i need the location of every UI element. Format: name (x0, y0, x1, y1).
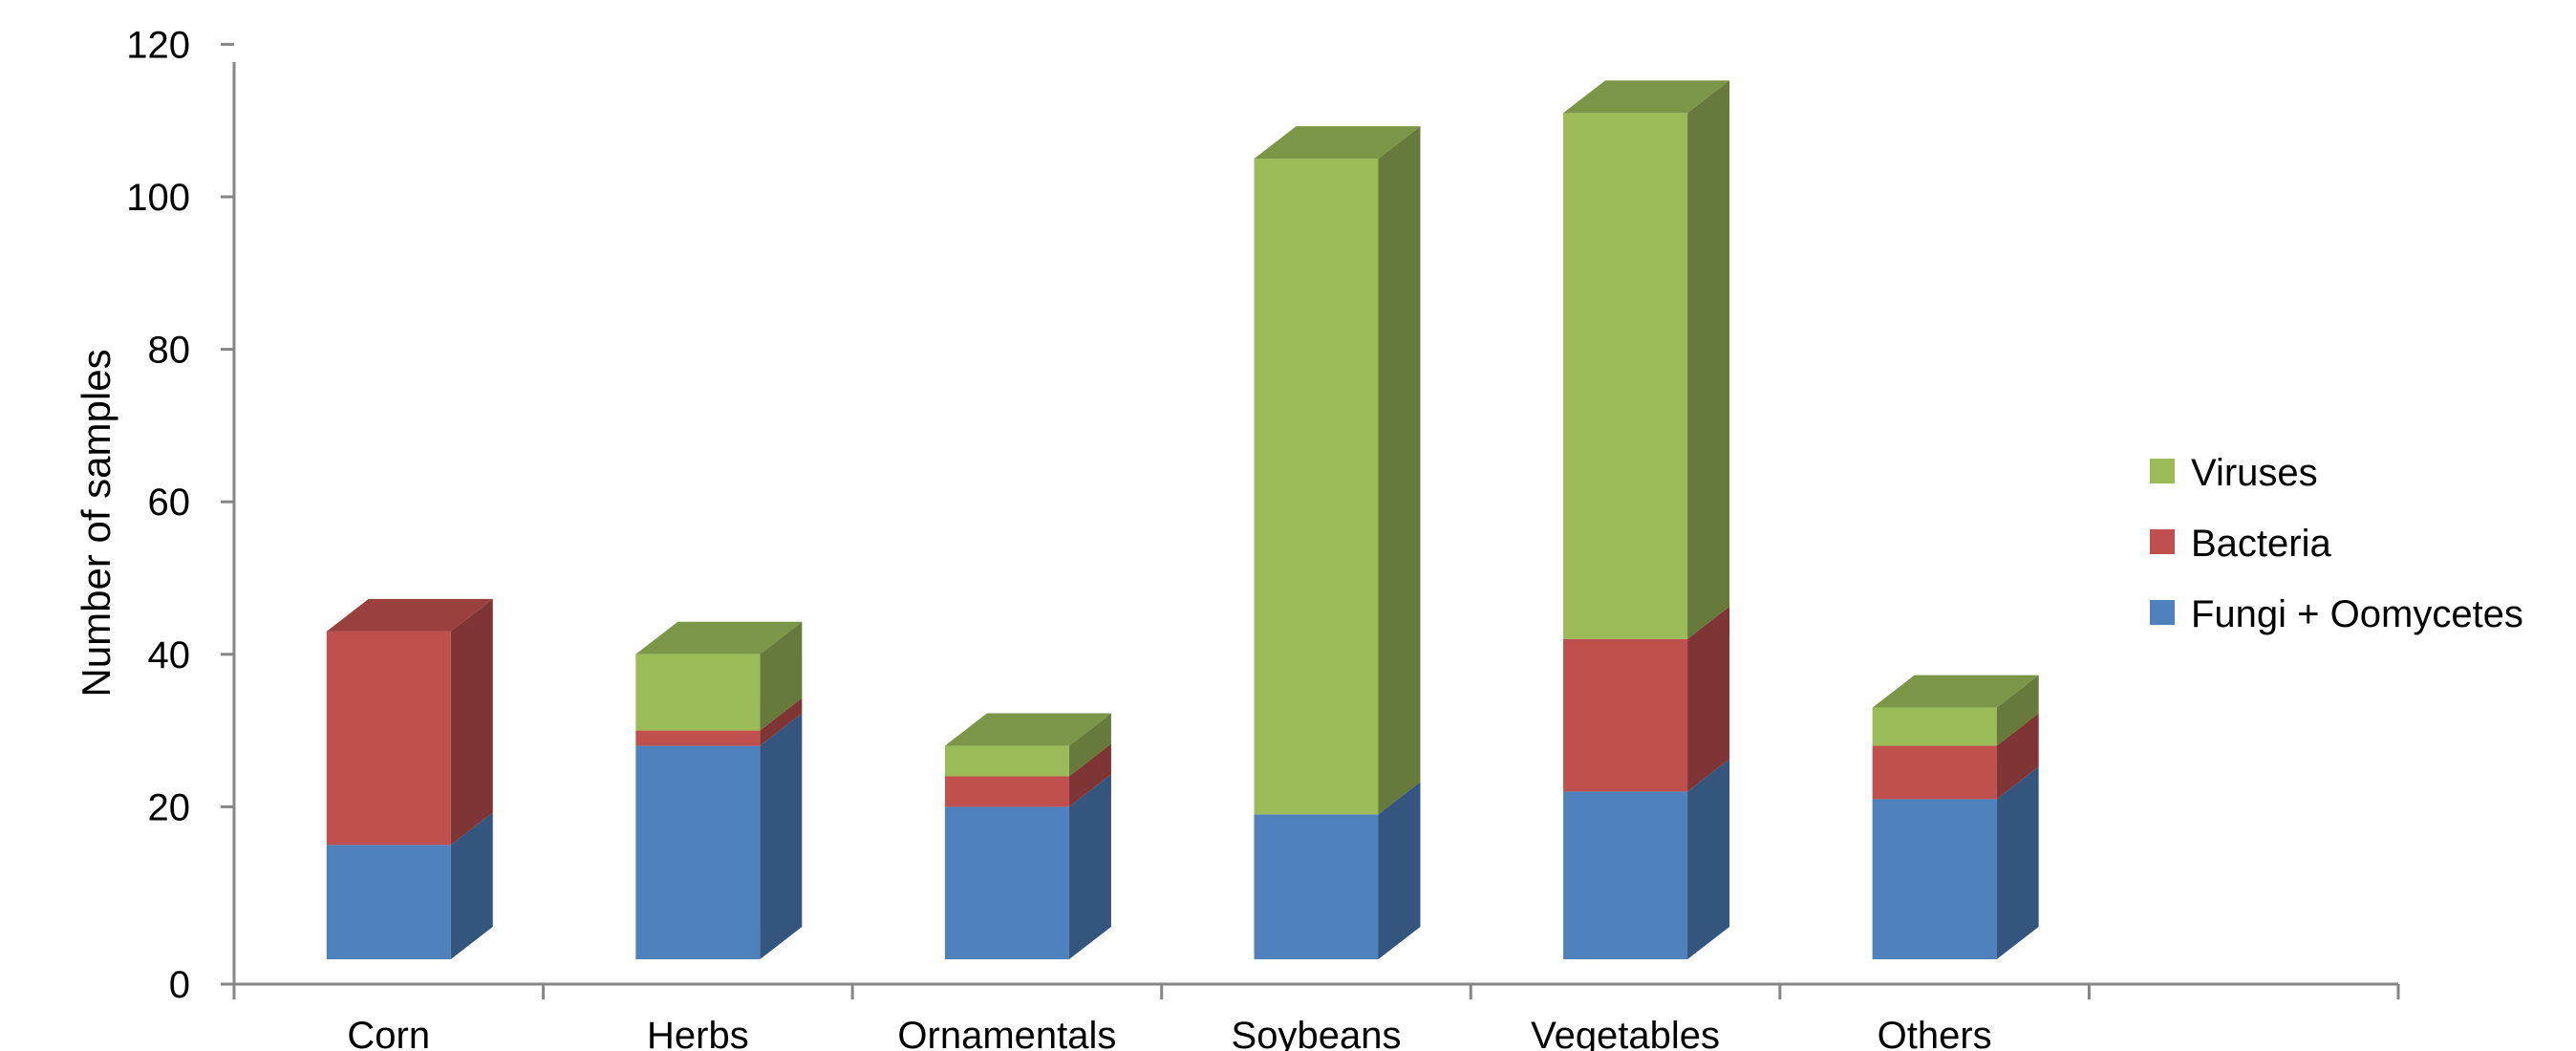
bar-segment-fungi-oomycetes (326, 845, 451, 959)
bar-side-viruses (1687, 80, 1730, 639)
bar-segment-viruses (1254, 159, 1379, 815)
bar-side-bacteria (1068, 743, 1111, 807)
bar-top-viruses (1872, 675, 2039, 708)
bar-side-fungi-oomycetes (1378, 782, 1421, 959)
bar-segment-viruses (1872, 707, 1997, 746)
bar-side-bacteria (450, 598, 493, 846)
y-tick-label: 20 (148, 786, 191, 828)
bar-segment-fungi-oomycetes (1254, 814, 1379, 959)
bar-side-viruses (1068, 713, 1111, 777)
bar-segment-fungi-oomycetes (1872, 799, 1997, 959)
x-tick-label: Corn (347, 1015, 430, 1051)
legend-swatch-fungi-oomycetes (2150, 600, 2175, 625)
bars (326, 80, 2039, 959)
x-tick-label: Soybeans (1232, 1015, 1402, 1051)
bar-segment-viruses (944, 745, 1069, 777)
bar-segment-bacteria (944, 776, 1069, 807)
legend-label: Bacteria (2191, 523, 2331, 565)
bar-side-fungi-oomycetes (760, 713, 803, 959)
bar-group (1254, 126, 1421, 959)
bar-top-viruses (944, 713, 1111, 746)
bar-side-fungi-oomycetes (450, 812, 493, 959)
bar-side-fungi-oomycetes (1068, 774, 1111, 959)
y-tick-label: 120 (126, 24, 190, 66)
bar-top-viruses (635, 621, 803, 654)
bar-group (635, 621, 803, 959)
bar-side-bacteria (1687, 606, 1730, 792)
legend: Viruses Bacteria Fungi + Oomycetes (2150, 452, 2523, 635)
legend-swatch-bacteria (2150, 529, 2175, 554)
bar-top-viruses (1563, 80, 1730, 114)
x-tick-label: Others (1878, 1015, 1992, 1051)
bar-segment-fungi-oomycetes (944, 806, 1069, 959)
bar-side-viruses (760, 621, 803, 731)
x-tick-label: Herbs (647, 1015, 749, 1051)
bar-group (1563, 80, 1730, 959)
y-tick-label: 80 (148, 330, 191, 372)
bar-side-fungi-oomycetes (1996, 766, 2039, 959)
bar-segment-bacteria (326, 631, 451, 846)
bar-top-viruses (1254, 126, 1421, 160)
y-tick-label: 0 (169, 964, 190, 1006)
bar-segment-fungi-oomycetes (635, 745, 761, 959)
y-tick-label: 60 (148, 482, 191, 524)
x-ticks: Corn Herbs Ornamentals Soybeans Vegetables Ot… (232, 984, 2400, 1051)
bar-segment-bacteria (635, 730, 761, 746)
bar-side-fungi-oomycetes (1687, 759, 1730, 959)
bar-side-bacteria (760, 697, 803, 746)
bar-segment-viruses (635, 654, 761, 731)
legend-label: Fungi + Oomycetes (2191, 593, 2523, 635)
y-axis-title: Number of samples (74, 349, 118, 697)
bar-side-bacteria (1996, 713, 2039, 800)
bar-side-viruses (1996, 675, 2039, 746)
bar-group (944, 713, 1111, 959)
axes (232, 62, 2398, 986)
bar-group (1872, 675, 2039, 959)
x-tick-label: Ornamentals (897, 1015, 1116, 1051)
bar-segment-bacteria (1563, 638, 1688, 792)
bar-segment-bacteria (1872, 745, 1997, 800)
bar-side-viruses (1378, 126, 1421, 815)
y-ticks: 0 20 40 60 80 100 120 (126, 24, 234, 1006)
legend-swatch-viruses (2150, 459, 2175, 483)
x-tick-label: Vegetables (1531, 1015, 1720, 1051)
bar-segment-fungi-oomycetes (1563, 791, 1688, 959)
y-tick-label: 40 (148, 634, 191, 676)
y-tick-label: 100 (126, 177, 190, 219)
bar-group (326, 598, 493, 959)
legend-label: Viruses (2191, 452, 2318, 494)
bar-top-bacteria (326, 598, 493, 632)
bar-segment-viruses (1563, 113, 1688, 639)
